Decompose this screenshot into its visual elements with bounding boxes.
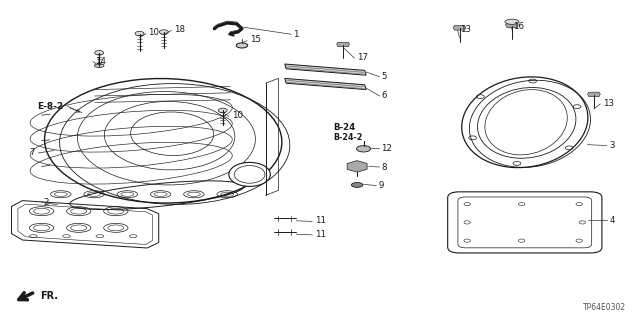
Text: 5: 5 — [381, 72, 387, 81]
Text: 8: 8 — [381, 163, 387, 172]
Ellipse shape — [229, 163, 271, 186]
Text: 17: 17 — [357, 53, 368, 62]
Ellipse shape — [135, 31, 144, 36]
Ellipse shape — [159, 30, 168, 34]
Text: 10: 10 — [148, 28, 159, 37]
Text: 9: 9 — [378, 181, 383, 190]
Text: 16: 16 — [513, 22, 524, 31]
Polygon shape — [506, 23, 518, 28]
Ellipse shape — [356, 146, 371, 152]
Text: B-24: B-24 — [333, 124, 355, 132]
Text: FR.: FR. — [40, 291, 58, 301]
Polygon shape — [285, 64, 366, 75]
Text: 12: 12 — [381, 144, 392, 153]
Text: B-24-2: B-24-2 — [333, 133, 362, 142]
Text: 13: 13 — [460, 25, 470, 34]
Text: 18: 18 — [174, 25, 185, 34]
Text: 14: 14 — [95, 57, 106, 66]
Polygon shape — [285, 78, 366, 90]
Ellipse shape — [351, 182, 363, 188]
Polygon shape — [337, 42, 349, 47]
Text: 4: 4 — [609, 216, 615, 225]
Text: 13: 13 — [603, 99, 614, 108]
Text: 6: 6 — [381, 92, 387, 100]
Ellipse shape — [95, 51, 104, 55]
Ellipse shape — [95, 64, 104, 68]
Text: 15: 15 — [250, 35, 260, 44]
Text: 1: 1 — [293, 30, 299, 39]
Polygon shape — [453, 26, 466, 30]
Polygon shape — [588, 92, 600, 97]
Text: 2: 2 — [44, 198, 49, 207]
Text: 11: 11 — [315, 230, 326, 239]
Text: 11: 11 — [315, 216, 326, 225]
Text: E-8-2: E-8-2 — [37, 102, 63, 111]
Text: 7: 7 — [29, 148, 35, 157]
Ellipse shape — [218, 108, 227, 113]
Polygon shape — [347, 161, 367, 172]
Text: 10: 10 — [232, 111, 243, 120]
Ellipse shape — [505, 19, 519, 24]
Ellipse shape — [236, 43, 248, 48]
Text: TP64E0302: TP64E0302 — [583, 303, 626, 312]
Text: 3: 3 — [609, 141, 615, 150]
